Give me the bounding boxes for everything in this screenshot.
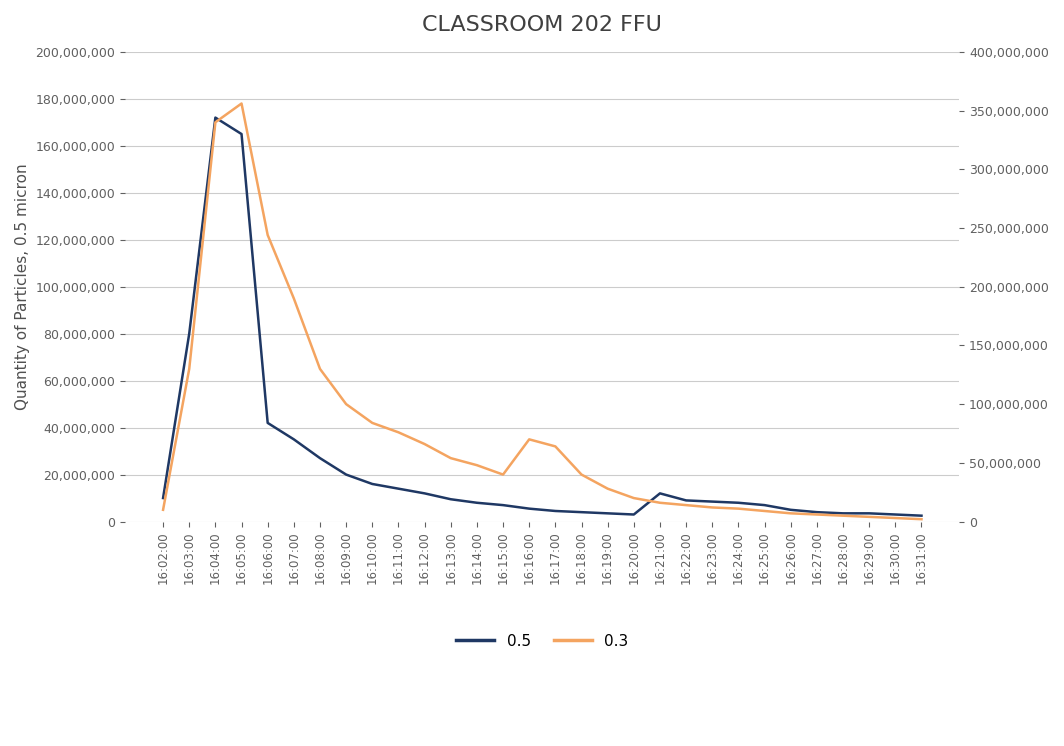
Legend: 0.5, 0.3: 0.5, 0.3	[450, 627, 634, 655]
Title: CLASSROOM 202 FFU: CLASSROOM 202 FFU	[422, 15, 662, 35]
Y-axis label: Quantity of Particles, 0.5 micron: Quantity of Particles, 0.5 micron	[15, 163, 30, 410]
